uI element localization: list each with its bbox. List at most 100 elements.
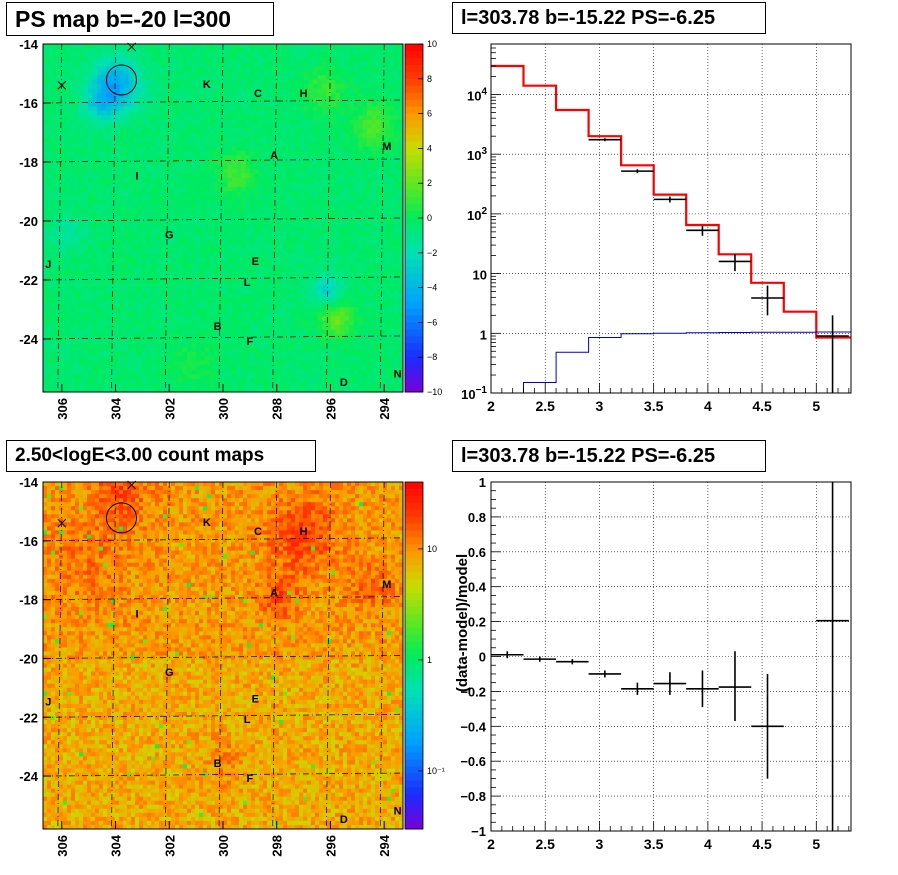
x-tick-label: 302 bbox=[162, 835, 177, 857]
colorbar-tick-label: −4 bbox=[427, 283, 437, 293]
x-tick-label: 3 bbox=[596, 398, 604, 414]
gridline-latitude bbox=[42, 772, 404, 777]
y-tick-label: 103 bbox=[467, 146, 487, 163]
y-tick-label: -22 bbox=[19, 710, 38, 725]
colorbar-tick-label: 10 bbox=[427, 544, 437, 554]
source-label: J bbox=[45, 696, 51, 708]
gridline-longitude bbox=[57, 43, 63, 393]
source-label: E bbox=[252, 256, 259, 268]
y-tick-label: -16 bbox=[19, 534, 38, 549]
colorbar-tick-label: −6 bbox=[427, 317, 437, 327]
y-tick-label: 10 bbox=[473, 268, 487, 283]
data-point bbox=[686, 225, 719, 236]
x-tick-label: 294 bbox=[377, 834, 392, 856]
x-tick-label: 300 bbox=[216, 835, 231, 857]
gridline-longitude bbox=[111, 481, 116, 830]
data-point bbox=[621, 169, 654, 174]
x-tick-label: 4.5 bbox=[752, 398, 772, 414]
x-tick-label: 4 bbox=[704, 836, 712, 852]
spectrum-title: l=303.78 b=-15.22 PS=-6.25 bbox=[452, 2, 766, 34]
y-tick-label: -16 bbox=[19, 96, 38, 111]
x-tick-label: 306 bbox=[55, 398, 70, 420]
gridline-latitude bbox=[42, 537, 404, 542]
colorbar-tick-label: 4 bbox=[427, 143, 432, 153]
colorbar-tick-label: 10⁻¹ bbox=[427, 766, 445, 776]
residuals-chart: 2 2.5 3 3.5 4 4.5 5 1 0.8 0.6 0.4 0.2 0 −0.2 −0.4 −0.6 −… bbox=[454, 475, 852, 852]
residual-point bbox=[751, 673, 784, 779]
source-label: A bbox=[270, 150, 278, 162]
colorbar-tick-label: −10 bbox=[427, 387, 442, 397]
source-label: M bbox=[382, 141, 391, 153]
y-tick-label: −0.6 bbox=[460, 754, 486, 769]
colorbar-tick-label: 0 bbox=[427, 213, 432, 223]
x-tick-label: 3 bbox=[596, 836, 604, 852]
colorbar-tick-label: 6 bbox=[427, 109, 432, 119]
data-point bbox=[816, 315, 849, 393]
y-tick-label: 102 bbox=[467, 206, 487, 223]
gridline-longitude bbox=[326, 481, 331, 830]
source-label: C bbox=[254, 526, 262, 538]
source-label: K bbox=[203, 79, 211, 91]
y-tick-label: -20 bbox=[19, 651, 38, 666]
count-map-chart: K C H M A I G J EL B F N D 10 1 10⁻¹ -14 -16 -18 -20 -22 -2… bbox=[19, 475, 445, 857]
x-tick-label: 304 bbox=[109, 834, 124, 856]
source-label: D bbox=[340, 377, 348, 389]
y-tick-label: 0.2 bbox=[468, 615, 486, 630]
x-tick-label: 304 bbox=[109, 397, 124, 419]
y-tick-label: −0.2 bbox=[460, 684, 486, 699]
source-label: G bbox=[165, 230, 174, 242]
colorbar-tick-label: 8 bbox=[427, 74, 432, 84]
y-tick-label: -18 bbox=[19, 593, 38, 608]
source-label: F bbox=[246, 336, 253, 348]
gridline-latitude bbox=[42, 713, 404, 718]
gridline-longitude bbox=[326, 43, 331, 393]
x-tick-label: 296 bbox=[323, 835, 338, 857]
source-label: H bbox=[300, 526, 308, 538]
x-tick-label: 302 bbox=[162, 398, 177, 420]
y-tick-label: -20 bbox=[19, 214, 38, 229]
source-label: I bbox=[135, 171, 138, 183]
source-label: E bbox=[252, 694, 259, 706]
gridline-longitude bbox=[218, 481, 224, 830]
y-tick-label: −0.4 bbox=[460, 719, 486, 734]
y-tick-label: 10−1 bbox=[461, 385, 487, 402]
residuals-title: l=303.78 b=-15.22 PS=-6.25 bbox=[452, 440, 766, 472]
colorbar-tick-label: 2 bbox=[427, 178, 432, 188]
colorbar bbox=[404, 481, 424, 830]
background-step-line bbox=[491, 331, 851, 394]
colorbar-tick-label: 10 bbox=[427, 39, 437, 49]
source-circle bbox=[105, 502, 137, 534]
data-point bbox=[718, 254, 752, 272]
y-tick-label: 0.8 bbox=[468, 510, 486, 525]
gridline-longitude bbox=[57, 481, 63, 830]
plot-frame bbox=[490, 43, 852, 394]
x-tick-label: 2 bbox=[487, 398, 495, 414]
gridline-latitude bbox=[42, 276, 404, 281]
x-tick-label: 2.5 bbox=[535, 398, 555, 414]
x-tick-label: 4.5 bbox=[752, 836, 772, 852]
gridline-longitude bbox=[272, 43, 278, 393]
source-label: D bbox=[340, 814, 348, 826]
x-tick-label: 298 bbox=[270, 398, 285, 420]
y-tick-label: -18 bbox=[19, 155, 38, 170]
x-tick-label: 5 bbox=[812, 836, 820, 852]
x-tick-label: 294 bbox=[377, 397, 392, 419]
y-tick-label: 1 bbox=[480, 327, 487, 342]
residual-point bbox=[491, 651, 524, 659]
residual-point bbox=[523, 656, 557, 662]
source-circle bbox=[105, 64, 137, 96]
x-tick-label: 2 bbox=[487, 836, 495, 852]
x-tick-label: 3.5 bbox=[644, 836, 664, 852]
residuals-ylabel: (data-model)/model bbox=[454, 554, 471, 692]
colorbar-tick-label: −2 bbox=[427, 248, 437, 258]
ps-map-heatmap bbox=[43, 44, 404, 393]
y-tick-label: -14 bbox=[19, 37, 39, 52]
source-label: A bbox=[270, 588, 278, 600]
source-label: M bbox=[382, 579, 391, 591]
source-label: I bbox=[135, 608, 138, 620]
x-tick-label: 3.5 bbox=[644, 398, 664, 414]
ps-map-title: PS map b=-20 l=300 bbox=[6, 2, 274, 36]
x-tick-label: 5 bbox=[812, 398, 820, 414]
x-tick-label: 296 bbox=[323, 398, 338, 420]
count-map-heatmap bbox=[43, 482, 404, 830]
